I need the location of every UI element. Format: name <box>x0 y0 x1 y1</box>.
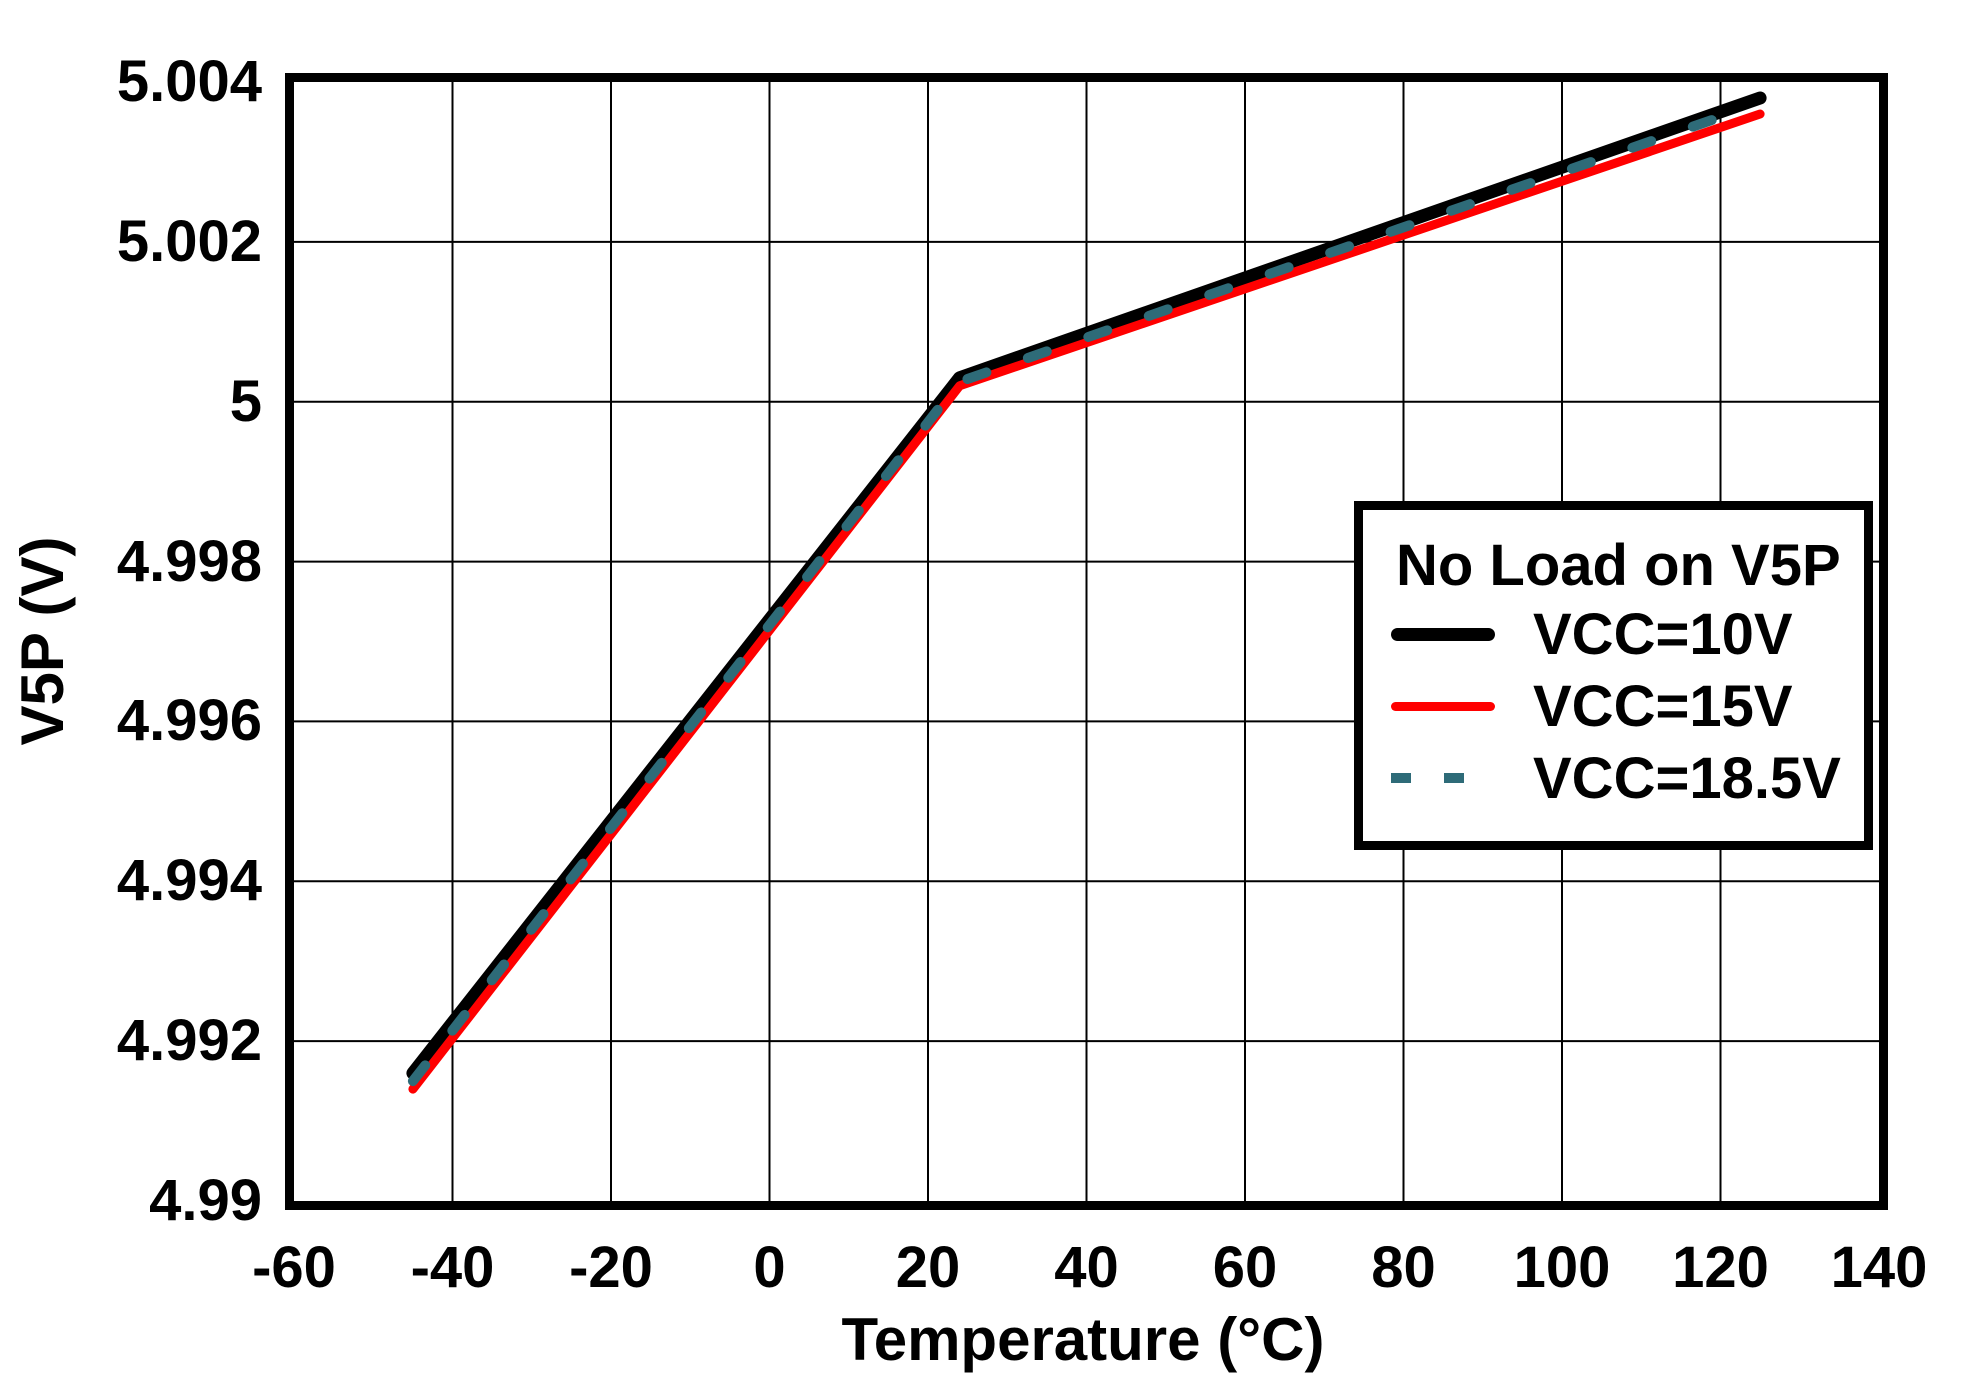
x-tick-label: -40 <box>410 1235 495 1300</box>
y-tick-label: 5.002 <box>116 208 262 274</box>
x-tick-label: 0 <box>753 1235 786 1300</box>
x-tick-label: 60 <box>1212 1235 1278 1300</box>
y-tick-labels: 5.004 5.002 5 4.998 4.996 4.994 4.992 4.99 <box>0 49 262 1233</box>
legend-item: VCC=10V <box>1363 598 1864 670</box>
x-tick-label: 120 <box>1672 1235 1769 1300</box>
x-tick-label: 80 <box>1371 1235 1436 1300</box>
x-tick-label: -20 <box>569 1235 653 1300</box>
legend-label: VCC=15V <box>1533 673 1793 739</box>
x-axis-title: Temperature (°C) <box>841 1306 1325 1373</box>
y-tick-label: 4.992 <box>116 1008 262 1074</box>
y-tick-label: 4.998 <box>116 528 262 594</box>
y-tick-label: 4.99 <box>149 1168 262 1233</box>
x-tick-label: -60 <box>252 1235 336 1300</box>
legend-swatch-dashed-teal-line <box>1391 773 1495 783</box>
legend-swatch-solid-black-line <box>1391 627 1495 641</box>
y-tick-label: 4.996 <box>116 688 262 754</box>
x-tick-label: 20 <box>895 1235 961 1300</box>
x-tick-label: 140 <box>1830 1235 1928 1300</box>
legend-swatch-solid-red-line <box>1391 701 1495 711</box>
x-tick-label: 40 <box>1054 1235 1119 1300</box>
y-tick-label: 5.004 <box>116 49 262 114</box>
y-tick-label: 5 <box>229 368 262 434</box>
legend: No Load on V5P VCC=10V VCC=15V VCC=18.5V <box>1354 501 1873 850</box>
legend-title: No Load on V5P <box>1396 533 1841 598</box>
legend-item: VCC=15V <box>1363 670 1864 742</box>
plot-canvas <box>294 82 1879 1201</box>
legend-label: VCC=18.5V <box>1533 745 1841 811</box>
x-tick-labels: -60 -40 -20 0 20 40 60 80 100 120 140 <box>252 1235 1927 1300</box>
series-line-vcc-10v <box>406 91 1767 1080</box>
x-tick-label: 100 <box>1513 1235 1611 1300</box>
legend-item: VCC=18.5V <box>1363 742 1864 814</box>
y-tick-label: 4.994 <box>116 848 262 914</box>
legend-label: VCC=10V <box>1533 601 1793 667</box>
series-line-vcc-15v <box>408 109 1765 1094</box>
